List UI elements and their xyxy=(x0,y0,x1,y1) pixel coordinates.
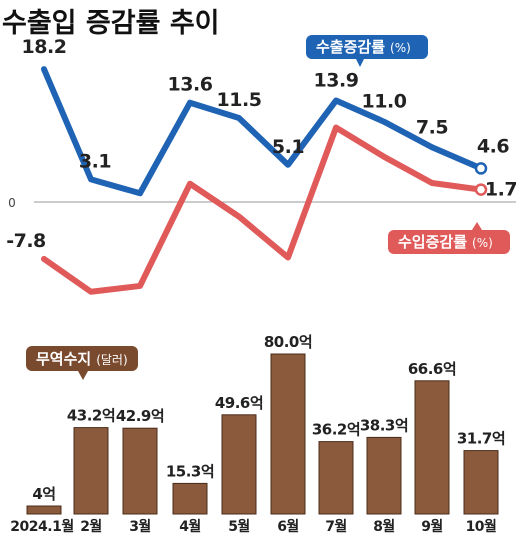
export-line xyxy=(41,66,484,197)
trade-balance-bar xyxy=(172,482,208,515)
export-tag-box xyxy=(306,35,428,59)
export-point xyxy=(381,119,387,125)
trade-balance-tag-box xyxy=(26,346,138,371)
month-label: 9월 xyxy=(421,518,443,535)
month-label: 4월 xyxy=(179,518,201,535)
trade-balance-bar xyxy=(221,414,257,515)
trade-balance-bar xyxy=(122,427,158,515)
import-series-name: 수입증감률 xyxy=(398,233,467,251)
month-label: 2월 xyxy=(80,518,102,535)
import-point xyxy=(41,256,47,262)
trade-balance-series-unit: (달러) xyxy=(96,353,127,367)
trade-balance-bar xyxy=(463,450,499,515)
export-value-label: 5.1 xyxy=(272,136,304,158)
export-tag-pointer xyxy=(356,59,364,67)
export-point xyxy=(474,162,488,175)
trade-balance-tag-text: 무역수지 (달러) xyxy=(36,350,128,368)
trade-balance-tag-pointer xyxy=(78,371,88,380)
import-tag-pointer xyxy=(472,222,482,230)
month-label: 10월 xyxy=(466,518,497,535)
line-chart-area: 0 18.2 3.1 13.611.5 5.1 13.911.0 7.5 4.6 -7.8 1.7… xyxy=(6,35,516,295)
trade-balance-value-label: 66.6억 xyxy=(408,360,456,378)
import-tag-text: 수입증감률 (%) xyxy=(398,233,493,251)
trade-balance-value-label: 36.2억 xyxy=(312,421,360,439)
export-value-label: 13.6 xyxy=(168,74,213,96)
export-value-label: 11.0 xyxy=(362,91,407,113)
trade-balance-value-label: 15.3억 xyxy=(166,462,214,480)
month-label: 7월 xyxy=(325,518,347,535)
bar-chart-area: 4억 2024.1월 43.2억 2월 42.9억 3월 15.3억 4월 49.6억 5월 80.… xyxy=(10,333,505,535)
export-tag-text: 수출증감률 (%) xyxy=(316,38,411,56)
import-point xyxy=(187,181,193,187)
export-point xyxy=(41,66,47,72)
import-point xyxy=(137,283,143,289)
trade-balance-bar xyxy=(318,441,354,515)
export-value-label: 18.2 xyxy=(22,36,67,58)
import-point xyxy=(285,254,291,260)
export-value-label: 7.5 xyxy=(416,116,448,138)
month-label: 6월 xyxy=(277,518,299,535)
export-point xyxy=(187,100,193,106)
trade-balance-series-name: 무역수지 xyxy=(36,350,91,368)
trade-balance-bar xyxy=(73,427,109,515)
import-point xyxy=(236,214,242,220)
import-value-label: 1.7 xyxy=(485,179,516,201)
trade-balance-value-label: 49.6억 xyxy=(215,394,263,412)
import-point xyxy=(88,289,94,295)
trade-balance-value-label: 43.2억 xyxy=(67,407,115,425)
export-value-label: 3.1 xyxy=(79,150,111,172)
month-label: 3월 xyxy=(129,518,151,535)
trade-balance-value-label: 31.7억 xyxy=(457,430,505,448)
import-point xyxy=(333,125,339,131)
zero-label: 0 xyxy=(8,196,16,210)
export-point xyxy=(137,190,143,196)
import-point xyxy=(381,154,387,160)
import-series-unit: (%) xyxy=(472,236,493,250)
export-value-label: 11.5 xyxy=(217,89,262,111)
export-value-label: 4.6 xyxy=(477,135,509,157)
import-point xyxy=(429,180,435,186)
export-series-unit: (%) xyxy=(390,41,411,55)
import-tag-box xyxy=(388,230,510,254)
trade-balance-bar xyxy=(270,353,306,515)
trade-balance-value-label: 42.9억 xyxy=(116,407,164,425)
export-point xyxy=(429,144,435,150)
trade-balance-value-label: 4억 xyxy=(32,485,55,503)
import-point xyxy=(474,183,488,196)
trade-balance-value-label: 80.0억 xyxy=(264,333,312,351)
trade-balance-bar xyxy=(26,505,62,515)
trade-balance-value-label: 38.3억 xyxy=(360,416,408,434)
month-label: 2024.1월 xyxy=(10,518,73,535)
chart-title: 수출입 증감률 추이 xyxy=(2,8,220,39)
trade-balance-bar xyxy=(414,380,450,515)
export-point xyxy=(88,176,94,182)
export-point xyxy=(285,162,291,168)
export-series-name: 수출증감률 xyxy=(316,38,385,56)
month-label: 8월 xyxy=(373,518,395,535)
export-value-label: 13.9 xyxy=(314,70,359,92)
month-label: 5월 xyxy=(228,518,250,535)
import-value-label: -7.8 xyxy=(6,230,46,252)
import-line xyxy=(41,124,484,295)
trade-balance-bar xyxy=(366,436,402,515)
export-point xyxy=(333,98,339,104)
export-point xyxy=(236,115,242,121)
